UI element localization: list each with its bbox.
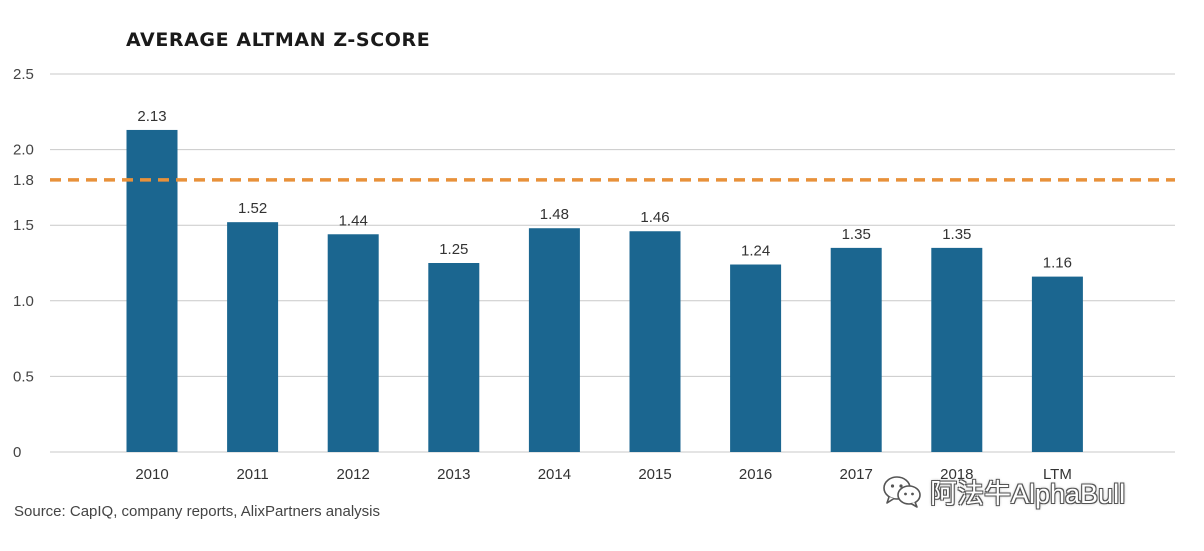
x-tick-label: 2011 bbox=[236, 466, 268, 483]
wechat-icon bbox=[883, 475, 921, 508]
watermark-text: 阿法牛AlphaBull bbox=[930, 479, 1126, 509]
x-tick-label: 2018 bbox=[940, 466, 973, 483]
bar bbox=[730, 264, 782, 452]
data-label: 1.46 bbox=[640, 209, 669, 226]
y-tick-label: 1.8 bbox=[13, 172, 34, 189]
bar bbox=[126, 129, 178, 452]
x-tick-label: 2015 bbox=[638, 466, 671, 483]
y-tick-label: 0.5 bbox=[13, 368, 34, 385]
y-tick-label: 0 bbox=[13, 444, 21, 461]
data-labels: 2.13 1.52 1.44 1.25 1.48 1.46 1.24 1.35 1.35 1.16 bbox=[137, 108, 1072, 272]
data-label: 1.24 bbox=[741, 243, 770, 260]
data-label: 1.35 bbox=[942, 226, 971, 243]
data-label: 1.44 bbox=[339, 212, 368, 229]
bar bbox=[528, 228, 580, 452]
x-tick-label: 2017 bbox=[840, 466, 873, 483]
x-tick-label: 2016 bbox=[739, 466, 772, 483]
bar bbox=[931, 247, 983, 452]
x-tick-label: 2010 bbox=[135, 466, 168, 483]
x-tick-label: 2012 bbox=[337, 466, 370, 483]
data-label: 1.25 bbox=[439, 241, 468, 258]
y-tick-label: 1.5 bbox=[13, 217, 34, 234]
bar bbox=[327, 234, 379, 452]
data-label: 1.16 bbox=[1043, 255, 1072, 272]
data-label: 2.13 bbox=[137, 108, 166, 125]
source-note: Source: CapIQ, company reports, AlixPart… bbox=[14, 503, 380, 520]
y-tick-label: 1.0 bbox=[13, 293, 34, 310]
bar bbox=[428, 263, 480, 452]
x-tick-label: 2014 bbox=[538, 466, 571, 483]
x-axis-ticks: 2010 2011 2012 2013 2014 2015 2016 2017 2018 LTM bbox=[135, 466, 1072, 483]
bar bbox=[1031, 276, 1083, 452]
data-label: 1.35 bbox=[842, 226, 871, 243]
bars bbox=[126, 129, 1083, 452]
y-axis-ticks: 0 0.5 1.0 1.5 1.8 2.0 2.5 bbox=[13, 66, 34, 461]
watermark: 阿法牛AlphaBull bbox=[882, 472, 1125, 511]
chart-title: AVERAGE ALTMAN Z-SCORE bbox=[126, 29, 430, 51]
y-tick-label: 2.0 bbox=[13, 142, 34, 159]
x-tick-label: LTM bbox=[1043, 466, 1072, 483]
y-tick-label: 2.5 bbox=[13, 66, 34, 83]
bar-chart: AVERAGE ALTMAN Z-SCORE 0 0.5 1.0 1.5 1.8 2.0 2… bbox=[13, 29, 1175, 483]
data-label: 1.52 bbox=[238, 200, 267, 217]
bar bbox=[830, 247, 882, 452]
gridlines bbox=[50, 73, 1175, 453]
bar bbox=[227, 222, 279, 452]
data-label: 1.48 bbox=[540, 206, 569, 223]
x-tick-label: 2013 bbox=[437, 466, 470, 483]
bar bbox=[629, 231, 681, 452]
